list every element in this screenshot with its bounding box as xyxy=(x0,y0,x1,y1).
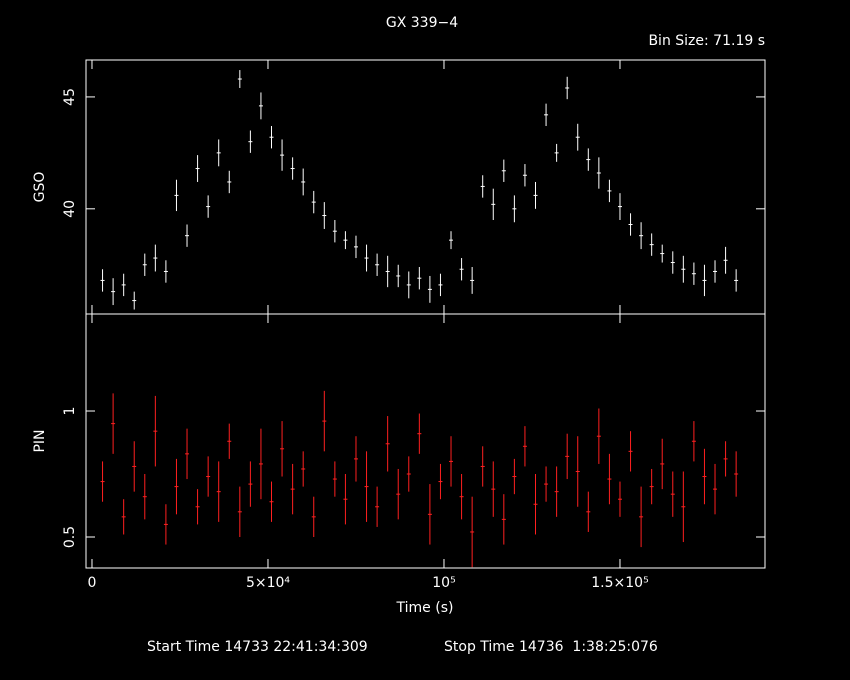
plot-frame xyxy=(85,313,766,569)
bin-size: Bin Size: 71.19 s xyxy=(648,33,765,49)
y-tick-label: 45 xyxy=(62,88,78,106)
y-tick-label: 0.5 xyxy=(62,526,78,548)
x-tick-label: 5×10⁴ xyxy=(246,575,290,591)
y-tick-label: 40 xyxy=(62,200,78,218)
stop-time: Stop Time 14736 1:38:25:076 xyxy=(444,639,658,655)
x-tick-label: 0 xyxy=(88,575,97,591)
x-axis-label: Time (s) xyxy=(396,600,454,616)
y-tick-label: 1 xyxy=(62,407,78,416)
y-axis-label: GSO xyxy=(32,172,48,203)
x-tick-label: 1.5×10⁵ xyxy=(591,575,648,591)
chart-title: GX 339−4 xyxy=(386,15,458,31)
start-time: Start Time 14733 22:41:34:309 xyxy=(147,639,368,655)
y-axis-label: PIN xyxy=(32,429,48,452)
x-tick-label: 10⁵ xyxy=(432,575,455,591)
